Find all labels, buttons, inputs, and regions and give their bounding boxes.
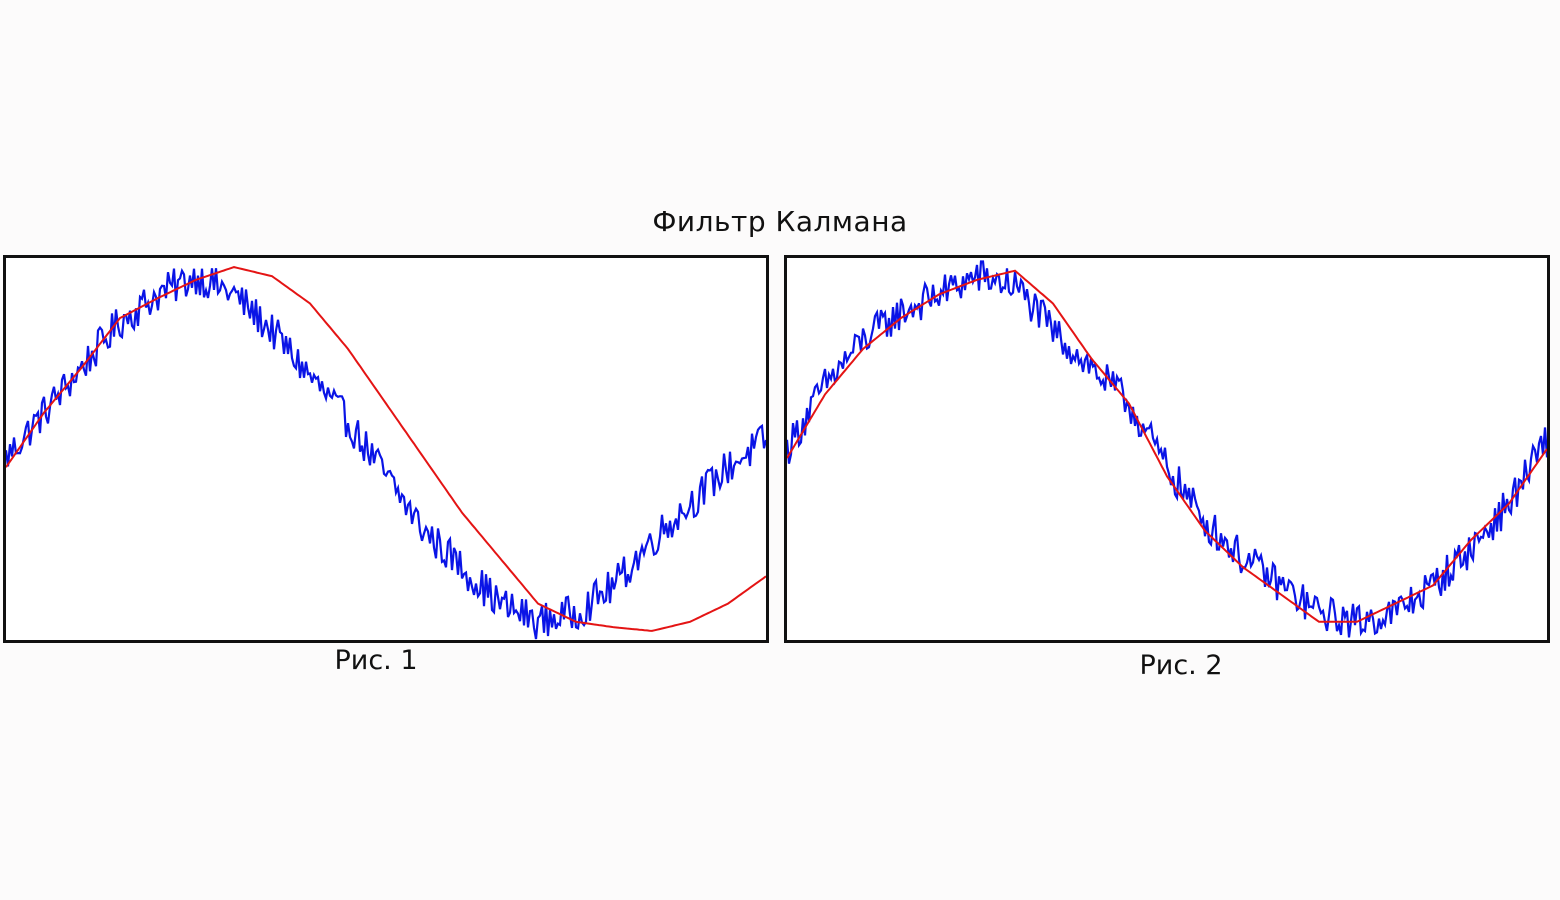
chart-plot-2 [787, 260, 1547, 638]
chart-caption-2: Рис. 2 [1139, 650, 1223, 681]
chart-caption-1: Рис. 1 [334, 645, 418, 676]
chart-1-series-measured-line [6, 267, 766, 640]
figure-title: Фильтр Калмана [652, 205, 908, 238]
chart-panel-2 [784, 255, 1550, 643]
chart-plot-1 [6, 266, 766, 640]
chart-1-series-filtered-line [6, 266, 766, 632]
chart-2-series-measured-line [787, 260, 1547, 638]
chart-2-series-filtered-line [787, 269, 1547, 623]
chart-panel-1 [3, 255, 769, 643]
